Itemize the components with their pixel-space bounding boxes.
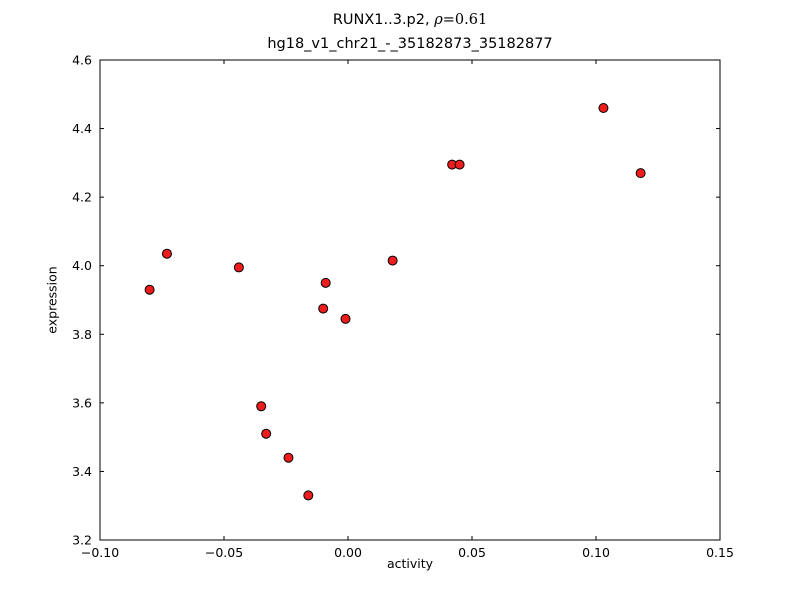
scatter-point [318, 303, 329, 314]
x-tick-label: −0.10 [81, 545, 119, 560]
scatter-point [598, 103, 609, 113]
scatter-point [635, 168, 646, 179]
scatter-point [320, 277, 331, 288]
chart-title-prefix: RUNX1..3.p2, [332, 12, 435, 28]
scatter-point [387, 255, 398, 266]
y-tick-label: 4.6 [72, 53, 92, 68]
rho-symbol: ρ [434, 12, 443, 28]
scatter-point [283, 452, 294, 463]
axes-frame [99, 59, 721, 541]
y-tick-label: 3.4 [72, 464, 92, 479]
scatter-point [261, 428, 272, 439]
x-axis-label: activity [386, 556, 434, 571]
chart-title: RUNX1..3.p2, ρ=0.61 hg18_v1_chr21_-_3518… [100, 8, 720, 56]
chart-title-line1: RUNX1..3.p2, ρ=0.61 [100, 8, 720, 32]
scatter-point [256, 401, 267, 412]
scatter-point [340, 313, 351, 324]
y-tick-label: 4.2 [72, 190, 92, 205]
x-tick-label: 0.10 [582, 545, 610, 560]
chart-subtitle: hg18_v1_chr21_-_35182873_35182877 [267, 36, 553, 52]
scatter-point [454, 159, 465, 170]
scatter-point [303, 490, 314, 501]
x-tick-label: 0.05 [458, 545, 486, 560]
x-tick-label: 0.15 [706, 545, 734, 560]
y-tick-label: 3.8 [72, 327, 92, 342]
rho-value: =0.61 [442, 12, 488, 28]
y-tick-label: 3.2 [72, 533, 92, 548]
scatter-point [233, 262, 244, 273]
y-tick-label: 4.4 [72, 121, 92, 136]
scatter-point [161, 248, 172, 259]
x-tick-label: 0.00 [334, 545, 362, 560]
y-tick-label: 3.6 [72, 395, 92, 410]
y-tick-label: 4.0 [72, 258, 92, 273]
x-tick-label: −0.05 [205, 545, 243, 560]
y-axis-label: expression [44, 266, 60, 334]
scatter-point [144, 284, 155, 295]
